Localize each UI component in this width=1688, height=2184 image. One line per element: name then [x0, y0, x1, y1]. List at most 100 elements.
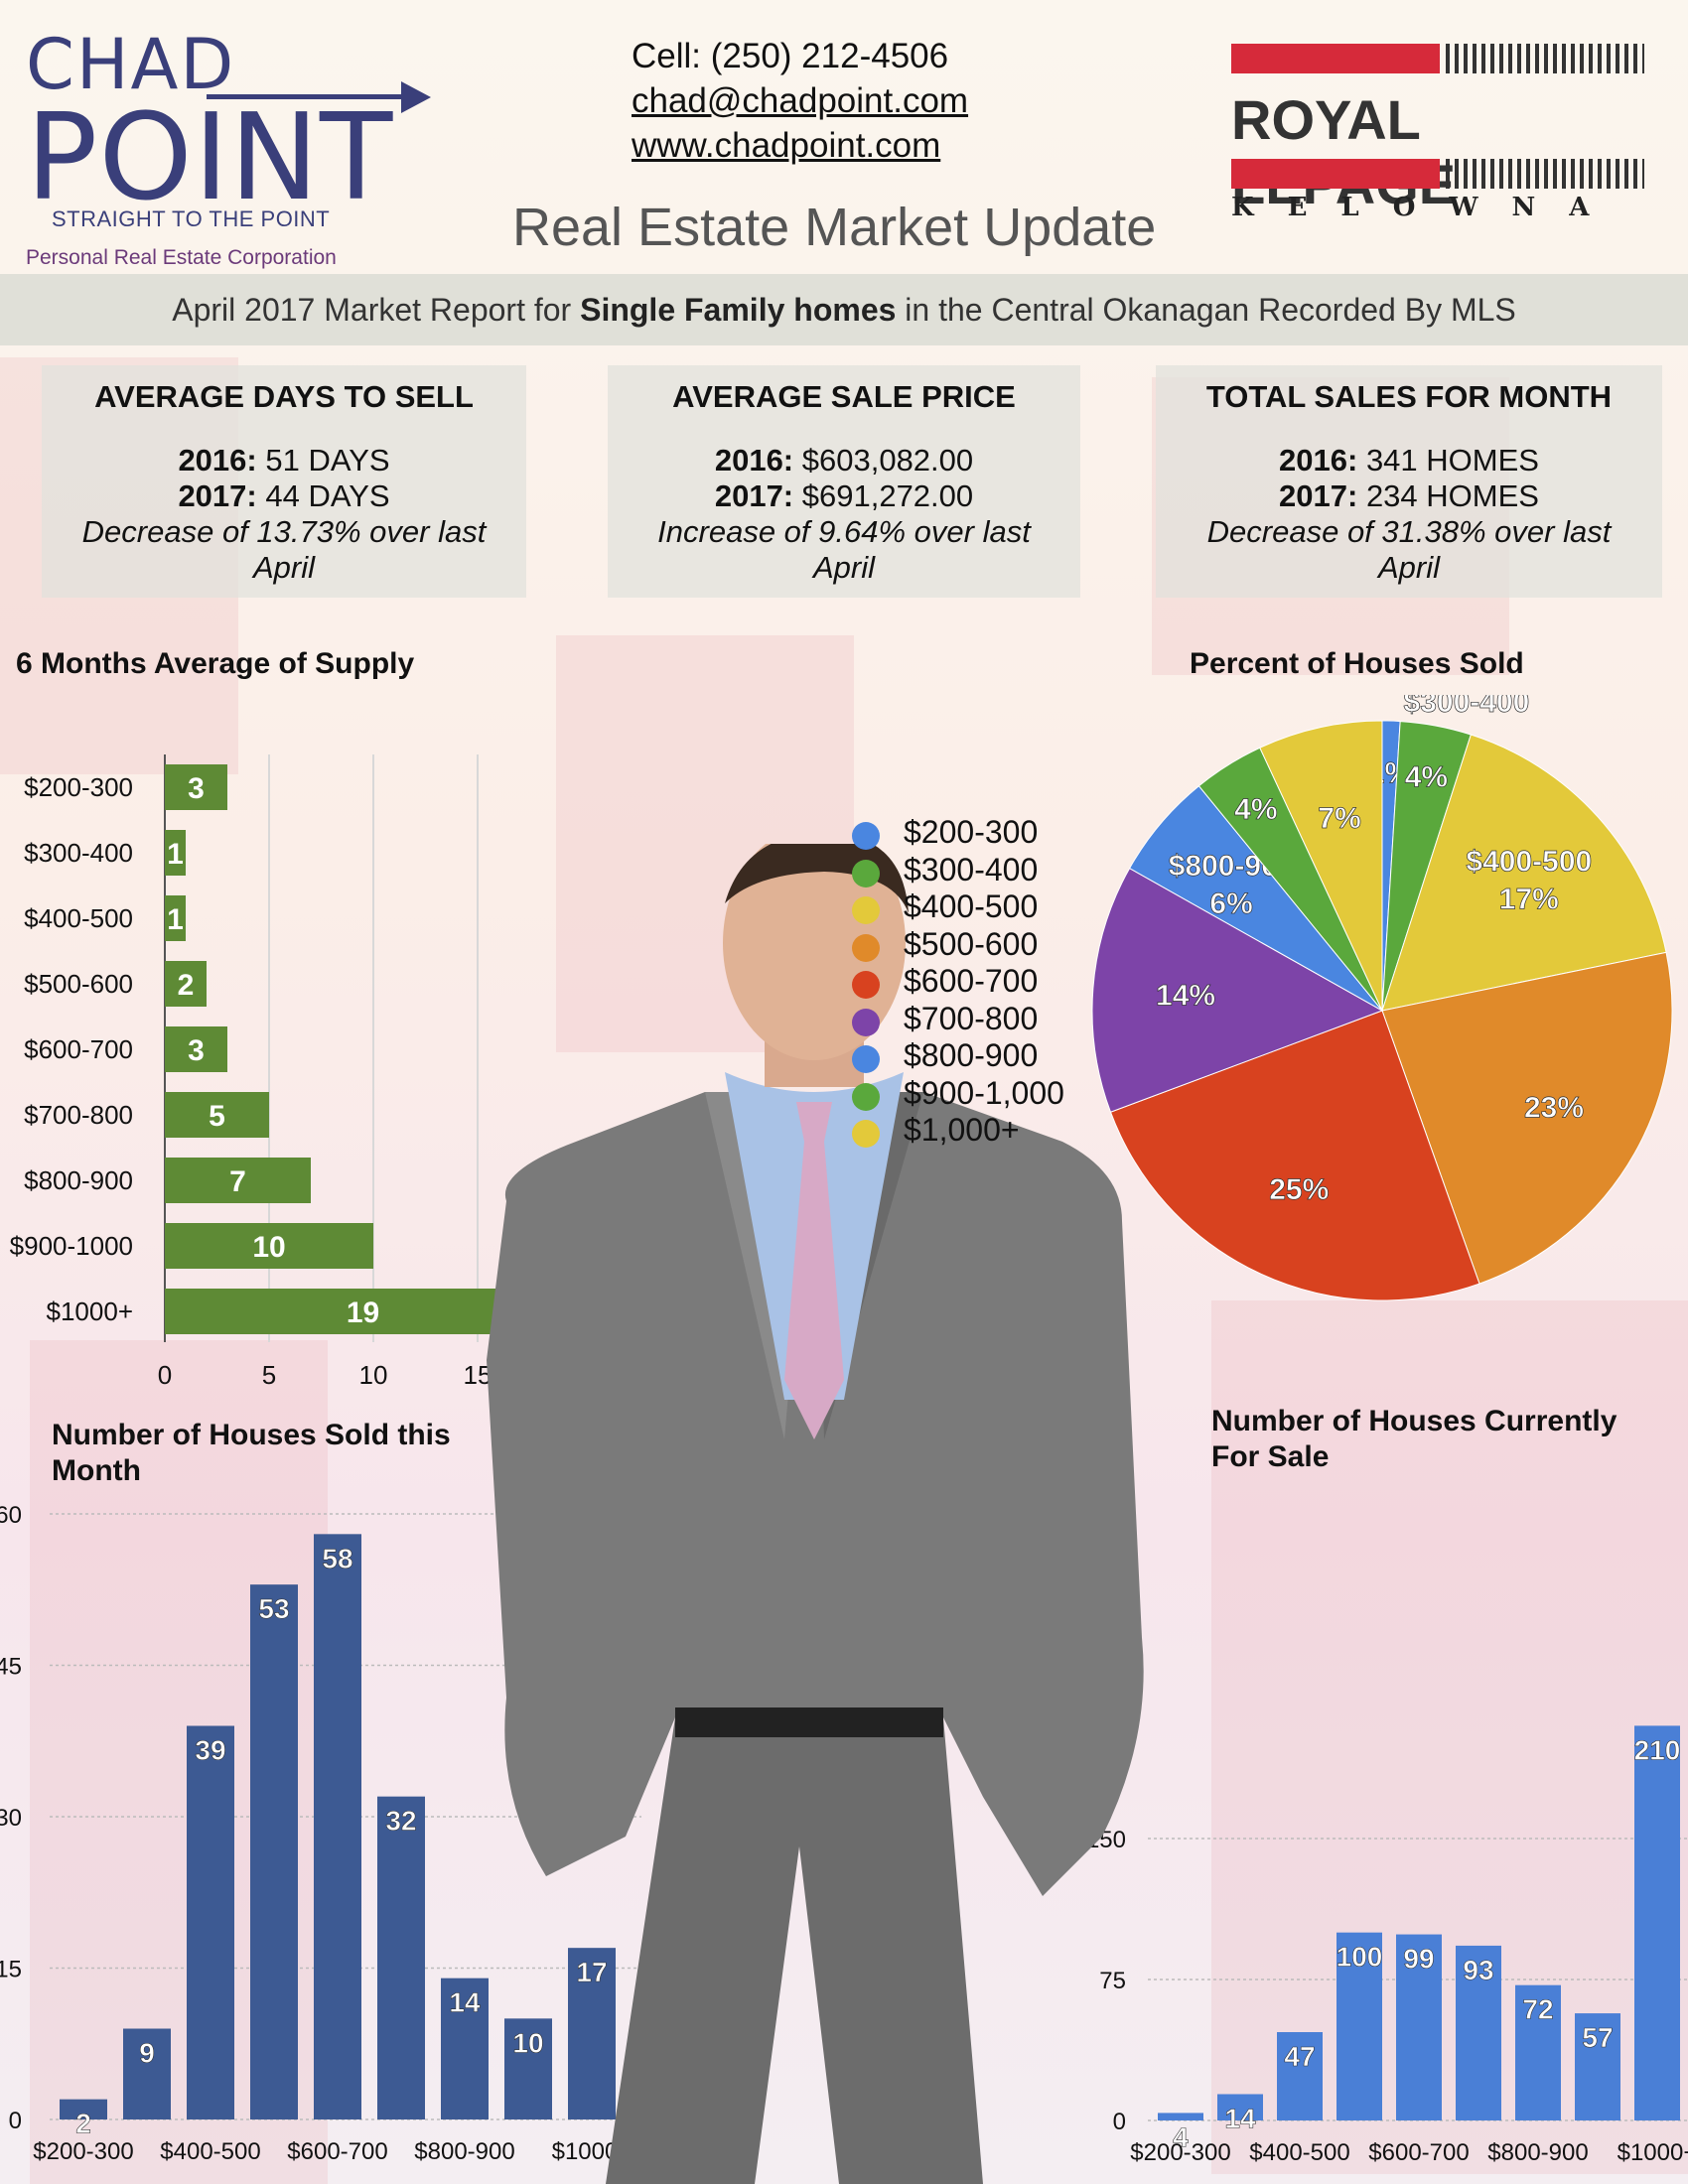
legend-item: $600-700 — [852, 963, 1064, 1001]
stat-year-value: 234 HOMES — [1357, 478, 1539, 513]
stat-2017: 2017: $691,272.00 — [608, 478, 1080, 514]
slice-percent-label: 6% — [1209, 887, 1252, 920]
bar — [165, 1158, 311, 1203]
bar — [568, 1948, 616, 2119]
bar — [1575, 2013, 1620, 2120]
legend-label: $300-400 — [904, 851, 1039, 887]
x-tick-label: $400-500 — [160, 2138, 260, 2165]
data-label: 5 — [209, 1100, 225, 1133]
data-label: 1 — [167, 838, 184, 871]
contact-block: Cell: (250) 212-4506 chad@chadpoint.com … — [632, 34, 968, 168]
logo-arrow-icon — [207, 94, 405, 99]
subtitle-highlight: Single Family homes — [580, 292, 897, 328]
stat-change-month: April — [1377, 550, 1440, 585]
legend-label: $700-800 — [904, 1000, 1039, 1036]
subtitle-bar: April 2017 Market Report for Single Fami… — [0, 274, 1688, 345]
legend-label: $200-300 — [904, 814, 1039, 850]
x-tick-label: $600-700 — [1368, 2139, 1469, 2166]
logo-arrowhead-icon — [401, 81, 431, 113]
x-tick-label: $600-700 — [287, 2138, 387, 2165]
data-label: 93 — [1463, 1955, 1493, 1985]
bar — [504, 2018, 552, 2119]
stat-year-label: 2017: — [1279, 478, 1358, 513]
contact-email-link[interactable]: chad@chadpoint.com — [632, 81, 969, 120]
pie-chart-title: Percent of Houses Sold — [1190, 647, 1524, 680]
report-subtitle: April 2017 Market Report for Single Fami… — [0, 292, 1688, 329]
royal-lepage-logo: ROYAL LEPAGE KELOWNA — [1231, 44, 1648, 232]
bar — [441, 1978, 489, 2119]
bar — [123, 2028, 171, 2119]
bar — [1396, 1934, 1442, 2120]
bar — [60, 2099, 107, 2119]
x-tick-label: 10 — [359, 1360, 388, 1390]
legend-item: $700-800 — [852, 1001, 1064, 1038]
logo-red-bar — [1231, 159, 1440, 189]
stat-change: Decrease of 31.38% over last — [1206, 514, 1612, 549]
legend-swatch-icon — [852, 822, 880, 850]
x-tick-label: $200-300 — [1130, 2139, 1230, 2166]
data-label: 39 — [195, 1735, 225, 1766]
stat-title: TOTAL SALES FOR MONTH — [1205, 379, 1613, 414]
x-tick-label: 5 — [262, 1360, 276, 1390]
stat-box-sale-price: AVERAGE SALE PRICE 2016: $603,082.00 201… — [608, 365, 1080, 598]
bar — [314, 1534, 361, 2119]
legend-label: $500-600 — [904, 925, 1039, 962]
y-tick-label: 60 — [0, 1502, 22, 1529]
data-label: 17 — [576, 1957, 607, 1987]
contact-website-link[interactable]: www.chadpoint.com — [632, 126, 941, 165]
data-label: 9 — [139, 2038, 155, 2069]
bar — [165, 1092, 269, 1138]
y-tick-label: 75 — [1099, 1968, 1126, 1994]
legend-label: $900-1,000 — [904, 1074, 1064, 1111]
for-sale-title-line2: For Sale — [1211, 1440, 1330, 1473]
sold-bar-chart: 0 15 30 45 60 2 9 39 53 58 32 14 10 17 $200-300 $400-50… — [0, 1502, 641, 2165]
bar — [1158, 2113, 1203, 2120]
supply-chart-title: 6 Months Average of Supply — [16, 647, 415, 680]
y-tick-label: 45 — [0, 1654, 22, 1681]
brokerage-city: KELOWNA — [1231, 193, 1623, 222]
y-tick-label: $700-800 — [24, 1100, 133, 1130]
data-label: 4 — [1173, 2121, 1189, 2152]
data-label: 100 — [1336, 1942, 1383, 1973]
stat-2017: 2017: 234 HOMES — [1156, 478, 1662, 514]
legend-label: $600-700 — [904, 963, 1039, 999]
bar — [1515, 1984, 1561, 2120]
subtitle-end: in the Central Okanagan Recorded By MLS — [896, 292, 1516, 328]
data-label: 10 — [512, 2027, 543, 2058]
logo-corporation: Personal Real Estate Corporation — [26, 246, 337, 269]
data-label: 2 — [75, 2109, 91, 2139]
y-tick-label: $200-300 — [24, 772, 133, 802]
stat-year-label: 2017: — [714, 478, 794, 513]
y-tick-label: $300-400 — [24, 838, 133, 868]
bar — [377, 1796, 425, 2119]
legend-item: $500-600 — [852, 926, 1064, 964]
x-tick-label: $800-900 — [1487, 2139, 1588, 2166]
data-label: 10 — [252, 1231, 285, 1264]
data-label: 99 — [1403, 1944, 1434, 1975]
slice-percent-label: 4% — [1405, 761, 1448, 794]
logo-tagline: STRAIGHT TO THE POINT — [52, 206, 331, 231]
data-label: 57 — [1582, 2022, 1613, 2053]
logo-stripes — [1446, 44, 1644, 73]
y-tick-label: 30 — [0, 1805, 22, 1832]
data-label: 1 — [167, 903, 184, 936]
stat-title: AVERAGE SALE PRICE — [672, 379, 1016, 414]
data-label: 58 — [322, 1543, 352, 1573]
legend-item: $1,000+ — [852, 1112, 1064, 1150]
pie-slice — [1381, 951, 1673, 1285]
chad-point-logo: CHAD POINT STRAIGHT TO THE POINT Persona… — [26, 24, 431, 272]
bar — [165, 895, 186, 941]
data-label: 53 — [258, 1593, 289, 1624]
stat-2016: 2016: $603,082.00 — [608, 443, 1080, 478]
pie-slice — [1109, 1010, 1480, 1301]
percent-sold-pie-chart: 1%$300-4004%$400-50017%23%25%14%$800-900… — [1091, 695, 1673, 1301]
stat-2016: 2016: 51 DAYS — [42, 443, 526, 478]
y-tick-label: $500-600 — [24, 969, 133, 999]
legend-swatch-icon — [852, 933, 880, 962]
bar — [1456, 1945, 1501, 2120]
bar — [1634, 1725, 1680, 2120]
x-tick-label: $800-900 — [414, 2138, 514, 2165]
legend-item: $300-400 — [852, 852, 1064, 889]
data-label: 14 — [449, 1987, 481, 2018]
